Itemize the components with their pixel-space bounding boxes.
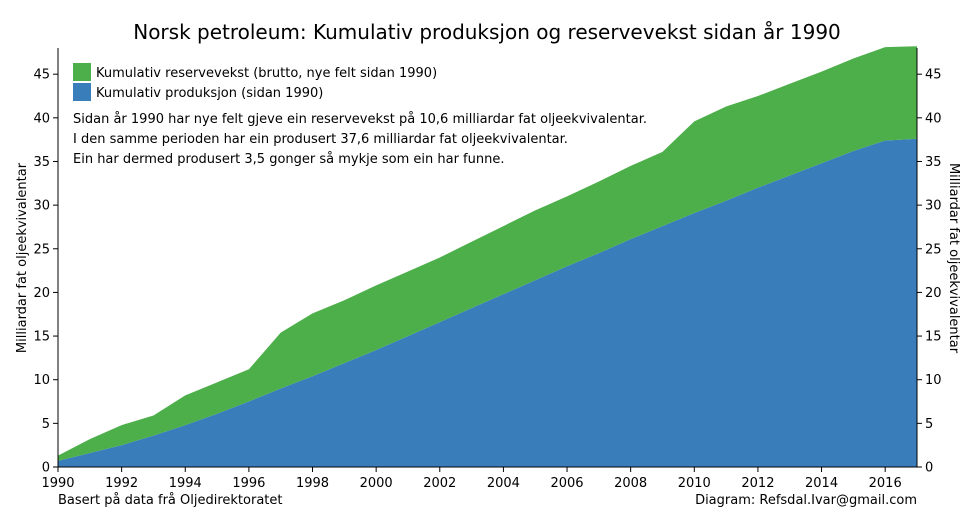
y-tick-label-right: 25 [925, 242, 942, 257]
y-axis-label-right: Milliardar fat oljeekvivalentar [946, 163, 961, 354]
x-tick-label: 2004 [487, 476, 520, 491]
x-tick-label: 2012 [741, 476, 774, 491]
area-layer [58, 46, 917, 468]
x-tick-label: 2000 [360, 476, 393, 491]
x-tick-label: 1994 [169, 476, 202, 491]
annotation-line: Ein har dermed produsert 3,5 gonger så m… [73, 152, 504, 167]
x-tick-label: 2016 [869, 476, 902, 491]
legend-swatch [73, 83, 91, 101]
y-tick-label-right: 10 [925, 373, 942, 388]
x-tick-label: 1998 [296, 476, 329, 491]
y-tick-label-right: 20 [925, 286, 942, 301]
y-tick-label-right: 45 [925, 68, 942, 83]
y-tick-label-left: 5 [42, 417, 50, 432]
y-tick-label-right: 40 [925, 111, 942, 126]
annotation-line: Sidan år 1990 har nye felt gjeve ein res… [73, 112, 647, 127]
legend-label: Kumulativ produksjon (sidan 1990) [96, 86, 323, 101]
y-tick-label-left: 30 [33, 199, 50, 214]
x-tick-label: 2014 [805, 476, 838, 491]
legend: Kumulativ reservevekst (brutto, nye felt… [73, 63, 437, 101]
y-tick-label-right: 5 [925, 417, 933, 432]
y-tick-label-right: 0 [925, 461, 933, 476]
y-tick-label-left: 25 [33, 242, 50, 257]
y-tick-label-right: 30 [925, 199, 942, 214]
area-series-1 [58, 46, 917, 461]
y-tick-label-left: 10 [33, 373, 50, 388]
x-tick-label: 1990 [41, 476, 74, 491]
x-tick-label: 1992 [105, 476, 138, 491]
annotation-box: Sidan år 1990 har nye felt gjeve ein res… [73, 112, 647, 167]
x-tick-label: 2002 [423, 476, 456, 491]
y-tick-label-right: 15 [925, 330, 942, 345]
source-note: Basert på data frå Oljedirektoratet [58, 493, 282, 508]
legend-swatch [73, 63, 91, 81]
y-tick-label-left: 35 [33, 155, 50, 170]
legend-label: Kumulativ reservevekst (brutto, nye felt… [96, 66, 437, 81]
y-tick-label-right: 35 [925, 155, 942, 170]
y-tick-label-left: 45 [33, 68, 50, 83]
x-tick-label: 2010 [678, 476, 711, 491]
x-tick-label: 2008 [614, 476, 647, 491]
area-series-0 [58, 138, 917, 468]
y-axis-label-left: Milliardar fat oljeekvivalentar [15, 162, 30, 353]
x-tick-label: 2006 [550, 476, 583, 491]
annotation-line: I den samme perioden har ein produsert 3… [73, 132, 568, 147]
x-tick-label: 1996 [232, 476, 265, 491]
chart-title: Norsk petroleum: Kumulativ produksjon og… [133, 20, 841, 44]
credit-note: Diagram: Refsdal.Ivar@gmail.com [695, 493, 917, 508]
y-tick-label-left: 0 [42, 461, 50, 476]
y-tick-label-left: 15 [33, 330, 50, 345]
axes-layer: 0 0 5 5 10 10 15 15 20 20 25 25 30 30 35 35 40 40 45 45 1990… [33, 48, 942, 491]
y-tick-label-left: 20 [33, 286, 50, 301]
y-tick-label-left: 40 [33, 111, 50, 126]
